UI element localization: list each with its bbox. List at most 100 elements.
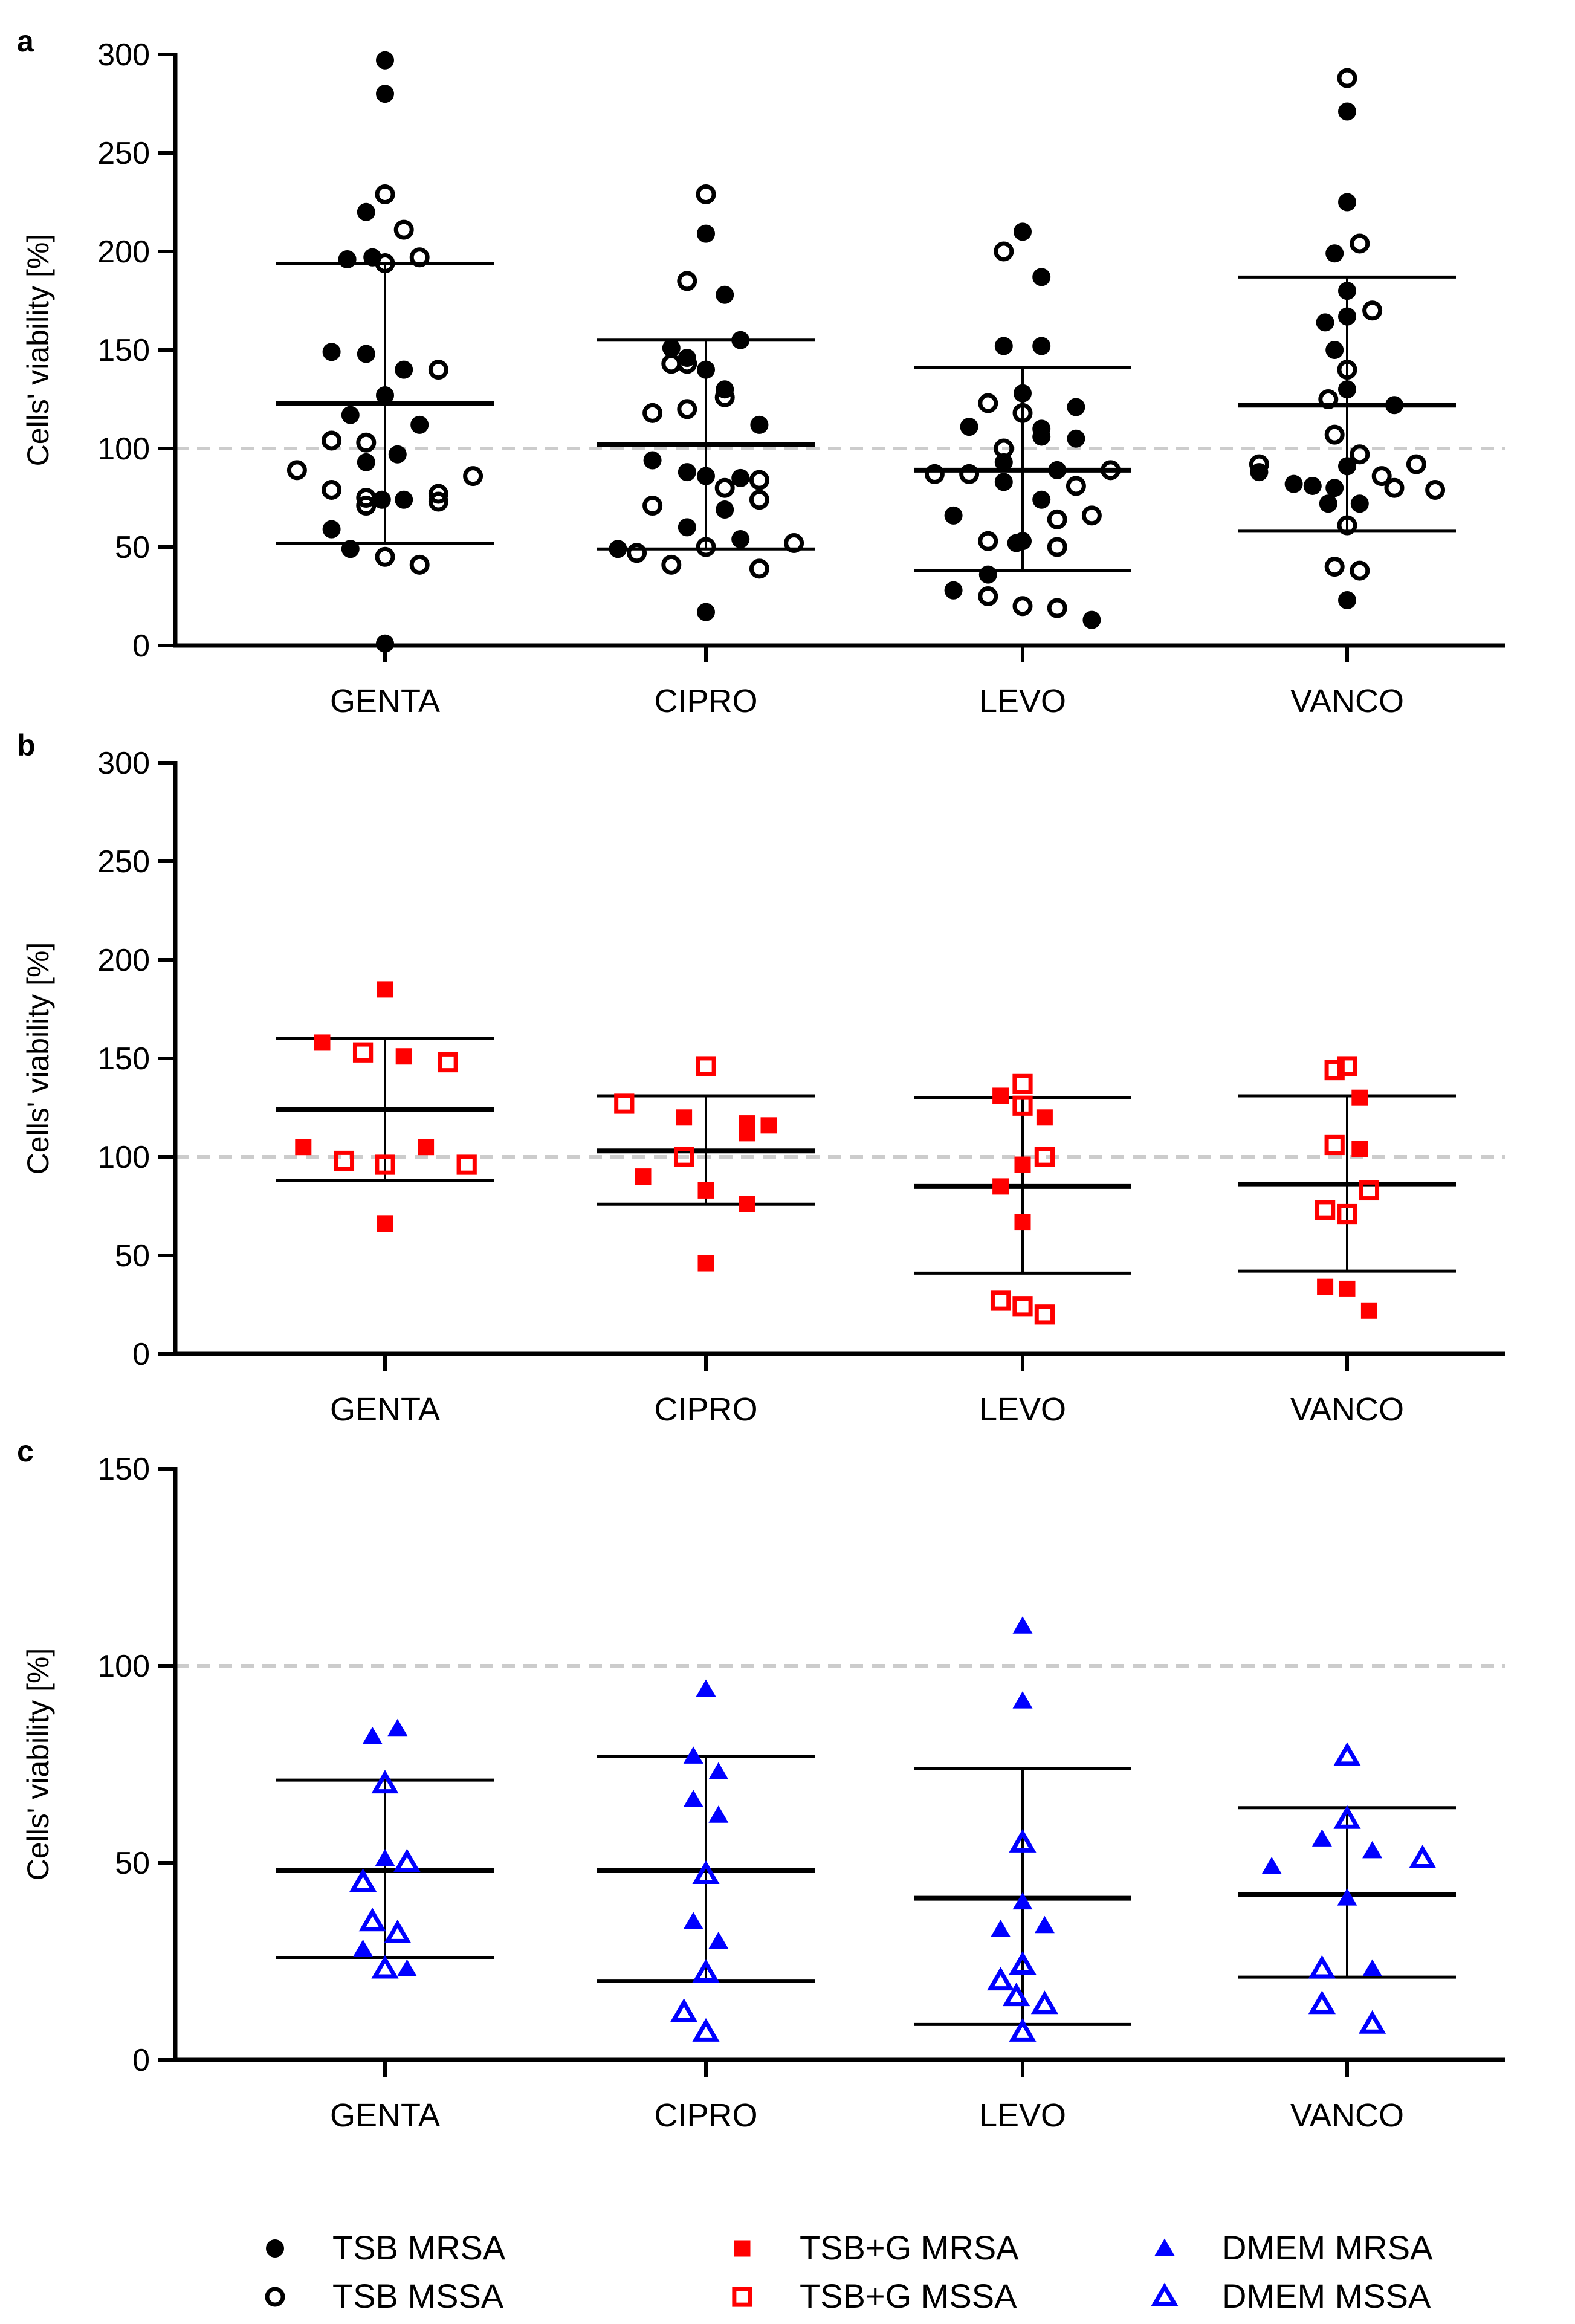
data-point-mrsa <box>697 224 715 243</box>
data-point-mssa <box>409 247 430 268</box>
y-tick-label: 200 <box>97 943 150 978</box>
legend-entry: TSB MSSA <box>265 2277 504 2315</box>
legend-entry: TSB MRSA <box>266 2229 506 2267</box>
data-point-mrsa <box>1339 1280 1356 1297</box>
data-point-mrsa <box>1338 457 1356 476</box>
data-point-mrsa <box>1082 610 1101 629</box>
data-point-mrsa <box>377 1215 393 1232</box>
data-point-mrsa <box>377 981 393 998</box>
data-point-mssa <box>749 490 769 510</box>
data-point-mrsa <box>708 1805 729 1823</box>
data-point-mssa <box>1066 476 1086 496</box>
data-point-mssa <box>614 1093 635 1114</box>
x-tick-label-vanco: VANCO <box>1290 1391 1404 1428</box>
data-point-mssa <box>924 464 945 484</box>
data-point-mssa <box>352 1042 374 1063</box>
y-tick-label: 150 <box>97 1452 150 1487</box>
data-point-mssa <box>356 496 377 516</box>
data-point-mssa <box>1350 444 1370 465</box>
data-point-mrsa <box>1350 494 1369 513</box>
data-point-mrsa <box>716 285 734 304</box>
data-point-mrsa <box>944 581 963 600</box>
data-point-mrsa <box>376 51 394 70</box>
data-point-mssa <box>1337 1203 1357 1225</box>
data-point-mrsa <box>697 467 715 485</box>
data-point-mrsa <box>341 406 360 424</box>
data-point-mssa <box>428 491 448 512</box>
data-point-mrsa <box>357 202 375 221</box>
data-point-mrsa <box>716 500 734 519</box>
data-point-mssa <box>322 479 342 500</box>
data-point-mrsa <box>994 473 1013 491</box>
legend-label: TSB MSSA <box>332 2277 504 2315</box>
data-point-mrsa <box>944 506 963 525</box>
data-point-mssa <box>349 1868 377 1892</box>
y-tick-label: 50 <box>115 1846 150 1881</box>
y-tick-label: 100 <box>97 1140 150 1175</box>
data-point-mrsa <box>395 490 413 509</box>
data-point-mssa <box>677 399 697 419</box>
y-tick-label: 300 <box>97 746 150 781</box>
data-point-mrsa <box>1048 461 1067 479</box>
summary-bar-vanco <box>1238 1094 1456 1273</box>
data-point-mssa <box>1315 1200 1336 1220</box>
data-point-mrsa <box>1014 384 1032 403</box>
legend-label: TSB+G MSSA <box>800 2277 1017 2315</box>
data-point-mrsa <box>708 1931 729 1949</box>
data-point-mrsa <box>376 386 394 404</box>
data-point-mssa <box>409 554 430 575</box>
data-point-mrsa <box>697 603 715 621</box>
data-point-mrsa <box>338 250 357 269</box>
data-point-mssa <box>1337 68 1357 88</box>
legend-entry: DMEM MSSA <box>1151 2277 1431 2315</box>
data-point-mssa <box>749 558 769 579</box>
panel-label: a <box>17 24 34 58</box>
legend-marker <box>265 2287 285 2307</box>
y-tick-label: 0 <box>132 2043 150 2078</box>
x-tick-label-genta: GENTA <box>330 1391 440 1428</box>
data-point-mrsa <box>697 1182 714 1199</box>
panel-label: b <box>17 728 36 762</box>
data-point-mrsa <box>1032 337 1051 355</box>
data-point-mssa <box>1324 1134 1345 1156</box>
data-point-mrsa <box>372 490 391 509</box>
data-point-mrsa <box>1012 1691 1033 1709</box>
data-point-mrsa <box>1325 479 1344 497</box>
legend-entry: TSB+G MRSA <box>734 2229 1019 2267</box>
panel-c: c 0 50 100 150 Cells' viability [%] GENTA CIPRO… <box>17 1434 1505 2134</box>
data-point-mssa <box>1012 403 1033 423</box>
data-point-mrsa <box>1338 282 1356 300</box>
data-point-mrsa <box>353 1939 374 1957</box>
data-point-mssa <box>1324 557 1345 577</box>
data-point-mssa <box>1012 1095 1033 1116</box>
data-point-mssa <box>1034 1147 1055 1167</box>
data-point-mssa <box>456 1154 477 1175</box>
x-tick-label-cipro: CIPRO <box>654 683 757 719</box>
data-point-mssa <box>994 241 1014 262</box>
data-point-mssa <box>1081 505 1102 526</box>
y-tick-label: 150 <box>97 333 150 368</box>
legend-entry: TSB+G MSSA <box>732 2277 1017 2315</box>
data-point-mssa <box>978 586 998 606</box>
data-point-mrsa <box>1261 1856 1282 1874</box>
summary-bar-levo <box>914 1096 1131 1275</box>
data-point-mrsa <box>731 529 750 548</box>
data-point-mrsa <box>739 1125 755 1142</box>
data-point-mssa <box>375 546 395 567</box>
data-point-mrsa <box>1012 1892 1033 1910</box>
data-point-mssa <box>673 1147 694 1167</box>
data-point-mrsa <box>978 565 997 584</box>
data-point-mssa <box>428 484 448 504</box>
data-point-mrsa <box>609 540 627 558</box>
data-point-mssa <box>696 537 716 557</box>
data-point-mrsa <box>1337 1888 1357 1906</box>
data-point-mssa <box>1425 479 1446 500</box>
data-point-mrsa <box>376 634 394 653</box>
data-point-mrsa <box>1036 1109 1053 1126</box>
data-point-mssa <box>356 432 377 453</box>
data-point-mrsa <box>697 1255 714 1272</box>
y-tick-label: 0 <box>132 1337 150 1372</box>
data-point-mrsa <box>314 1034 331 1051</box>
data-point-mssa <box>677 271 697 291</box>
data-point-mssa <box>358 1908 386 1932</box>
